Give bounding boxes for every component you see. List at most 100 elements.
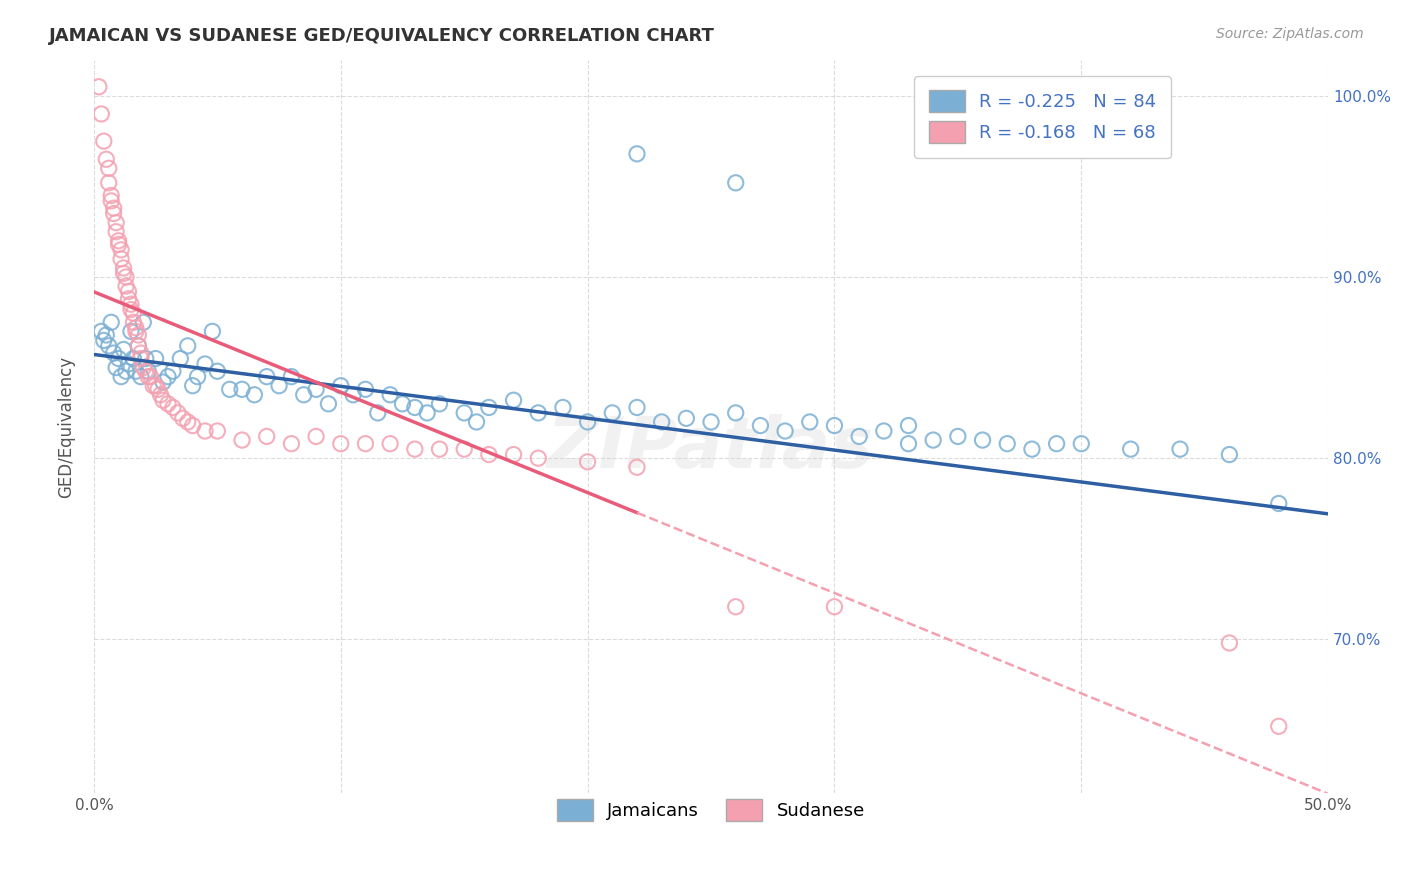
Point xyxy=(127,339,149,353)
Point xyxy=(576,455,599,469)
Point xyxy=(416,406,439,420)
Point xyxy=(117,292,139,306)
Point xyxy=(342,388,364,402)
Point xyxy=(354,436,377,450)
Point xyxy=(135,351,157,366)
Point xyxy=(107,351,129,366)
Point xyxy=(873,424,896,438)
Point xyxy=(149,388,172,402)
Point xyxy=(194,424,217,438)
Point xyxy=(724,599,747,614)
Point xyxy=(132,315,155,329)
Point xyxy=(177,415,200,429)
Point xyxy=(90,324,112,338)
Point xyxy=(502,393,524,408)
Point xyxy=(378,436,401,450)
Point xyxy=(429,397,451,411)
Point xyxy=(100,188,122,202)
Point xyxy=(749,418,772,433)
Point xyxy=(453,406,475,420)
Point xyxy=(391,397,413,411)
Point xyxy=(96,328,118,343)
Point xyxy=(626,146,648,161)
Point xyxy=(231,433,253,447)
Point xyxy=(120,297,142,311)
Point xyxy=(115,364,138,378)
Point xyxy=(478,448,501,462)
Text: Source: ZipAtlas.com: Source: ZipAtlas.com xyxy=(1216,27,1364,41)
Point xyxy=(848,429,870,443)
Point xyxy=(329,436,352,450)
Point xyxy=(354,382,377,396)
Point xyxy=(145,351,167,366)
Point xyxy=(995,436,1018,450)
Point xyxy=(1119,442,1142,456)
Point xyxy=(187,369,209,384)
Point xyxy=(145,378,167,392)
Point xyxy=(105,225,128,239)
Point xyxy=(292,388,315,402)
Point xyxy=(172,411,194,425)
Point xyxy=(142,378,165,392)
Point xyxy=(120,302,142,317)
Point xyxy=(105,216,128,230)
Point xyxy=(127,339,149,353)
Point xyxy=(502,448,524,462)
Point xyxy=(551,401,574,415)
Point xyxy=(115,279,138,293)
Point xyxy=(946,429,969,443)
Point xyxy=(169,351,191,366)
Point xyxy=(207,364,229,378)
Point xyxy=(527,406,550,420)
Point xyxy=(87,79,110,94)
Point xyxy=(1021,442,1043,456)
Point xyxy=(527,451,550,466)
Point xyxy=(429,442,451,456)
Point xyxy=(700,415,723,429)
Point xyxy=(231,382,253,396)
Point xyxy=(152,393,174,408)
Point xyxy=(799,415,821,429)
Point xyxy=(162,401,184,415)
Point xyxy=(122,306,145,320)
Point xyxy=(110,252,132,266)
Point xyxy=(600,406,623,420)
Point xyxy=(773,424,796,438)
Point xyxy=(97,176,120,190)
Point xyxy=(922,433,945,447)
Point xyxy=(110,369,132,384)
Point xyxy=(125,324,148,338)
Point xyxy=(1268,496,1291,510)
Point xyxy=(127,328,149,343)
Point xyxy=(103,206,125,220)
Text: JAMAICAN VS SUDANESE GED/EQUIVALENCY CORRELATION CHART: JAMAICAN VS SUDANESE GED/EQUIVALENCY COR… xyxy=(49,27,716,45)
Point xyxy=(132,360,155,375)
Point xyxy=(139,369,162,384)
Point xyxy=(90,107,112,121)
Point xyxy=(1070,436,1092,450)
Point xyxy=(897,418,920,433)
Point xyxy=(166,406,188,420)
Point xyxy=(97,339,120,353)
Point xyxy=(135,364,157,378)
Point xyxy=(162,364,184,378)
Point xyxy=(201,324,224,338)
Point xyxy=(181,418,204,433)
Point xyxy=(378,388,401,402)
Point xyxy=(115,270,138,285)
Point xyxy=(93,134,115,148)
Point xyxy=(1218,636,1240,650)
Point xyxy=(1268,719,1291,733)
Point xyxy=(136,369,159,384)
Point xyxy=(97,161,120,176)
Point xyxy=(107,234,129,248)
Point xyxy=(1168,442,1191,456)
Point xyxy=(267,378,290,392)
Point xyxy=(404,401,426,415)
Point xyxy=(136,364,159,378)
Point xyxy=(404,442,426,456)
Point xyxy=(129,351,152,366)
Point xyxy=(112,266,135,280)
Point xyxy=(207,424,229,438)
Point xyxy=(626,401,648,415)
